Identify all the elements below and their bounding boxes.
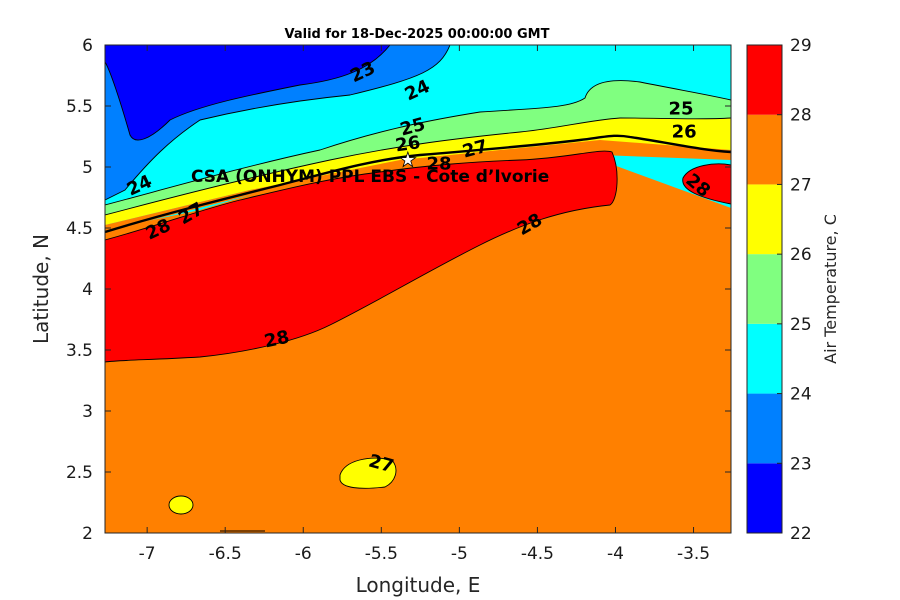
x-tick-label: -4.5 [521, 544, 554, 564]
band-28-29 [105, 151, 618, 362]
colorbar-label: Air Temperature, C [821, 214, 840, 364]
colorbar-swatch [747, 45, 782, 115]
contour-28-east [682, 163, 731, 205]
y-tick-label: 4 [82, 280, 93, 300]
contour-28 [105, 150, 618, 363]
colorbar: 22 23 24 25 26 27 28 29 [746, 36, 812, 544]
contour-27-south [339, 457, 397, 489]
x-axis-ticks: -7 -6.5 -6 -5.5 -5 -4.5 -4 -3.5 [139, 45, 710, 564]
y-tick-label: 4.5 [66, 219, 93, 239]
y-axis-ticks: 6 5.5 5 4.5 4 3.5 3 2.5 2 [66, 36, 731, 544]
y-tick-label: 5.5 [66, 97, 93, 117]
colorbar-tick-label: 29 [790, 36, 812, 56]
band-27-28-coast [105, 140, 731, 232]
colorbar-swatch [747, 114, 782, 185]
contour-label: 28 [427, 153, 452, 174]
site-label[interactable]: CSA (ONHYM) PPL EBS - Cote d’Ivorie [191, 167, 549, 187]
x-tick-label: -5.5 [365, 544, 398, 564]
contour-26 [105, 117, 731, 216]
x-tick-label: -7 [139, 544, 156, 564]
x-tick-label: -6.5 [209, 544, 242, 564]
y-tick-label: 3 [82, 402, 93, 422]
x-tick-label: -3.5 [677, 544, 710, 564]
contour-23 [105, 45, 391, 141]
contour-24 [105, 45, 451, 201]
pocket-26-27-south [340, 458, 396, 489]
colorbar-tick-label: 22 [790, 524, 812, 544]
colorbar-swatch [747, 254, 782, 324]
colorbar-swatch [747, 463, 782, 533]
y-axis-label: Latitude, N [29, 234, 53, 344]
colorbar-tick-label: 26 [790, 245, 812, 265]
pocket-26-27-sw [169, 496, 193, 514]
colorbar-swatch [747, 184, 782, 255]
contour-lines [105, 45, 731, 532]
x-tick-label: -6 [295, 544, 312, 564]
y-tick-label: 3.5 [66, 341, 93, 361]
y-tick-label: 5 [82, 158, 93, 178]
contour-label: 28 [262, 327, 291, 353]
x-tick-label: -4 [607, 544, 624, 564]
coastline [105, 134, 731, 234]
band-23-24 [105, 45, 450, 200]
colorbar-tick-label: 25 [790, 315, 812, 335]
colorbar-tick-label: 24 [790, 385, 812, 405]
colorbar-tick-label: 23 [790, 454, 812, 474]
colorbar-swatch [747, 323, 782, 394]
colorbar-frame [746, 44, 783, 534]
contour-label: 26 [672, 122, 697, 143]
colorbar-swatch [747, 393, 782, 464]
y-tick-label: 2 [82, 524, 93, 544]
colorbar-tick-label: 28 [790, 106, 812, 126]
band-28-29-east [682, 163, 731, 204]
contour-label: 26 [394, 132, 422, 156]
y-tick-label: 2.5 [66, 463, 93, 483]
x-axis-label: Longitude, E [356, 573, 481, 597]
contour-map[interactable] [105, 45, 731, 533]
y-tick-label: 6 [82, 36, 93, 56]
star-icon[interactable]: ★ [398, 147, 417, 172]
contour-label: 25 [669, 98, 694, 119]
band-22-23 [105, 45, 390, 140]
x-tick-label: -5 [451, 544, 468, 564]
contour-27-sw [168, 495, 194, 515]
contour-25 [105, 80, 731, 206]
colorbar-tick-label: 27 [790, 175, 812, 195]
map-title: Valid for 18-Dec-2025 00:00:00 GMT [285, 27, 550, 42]
